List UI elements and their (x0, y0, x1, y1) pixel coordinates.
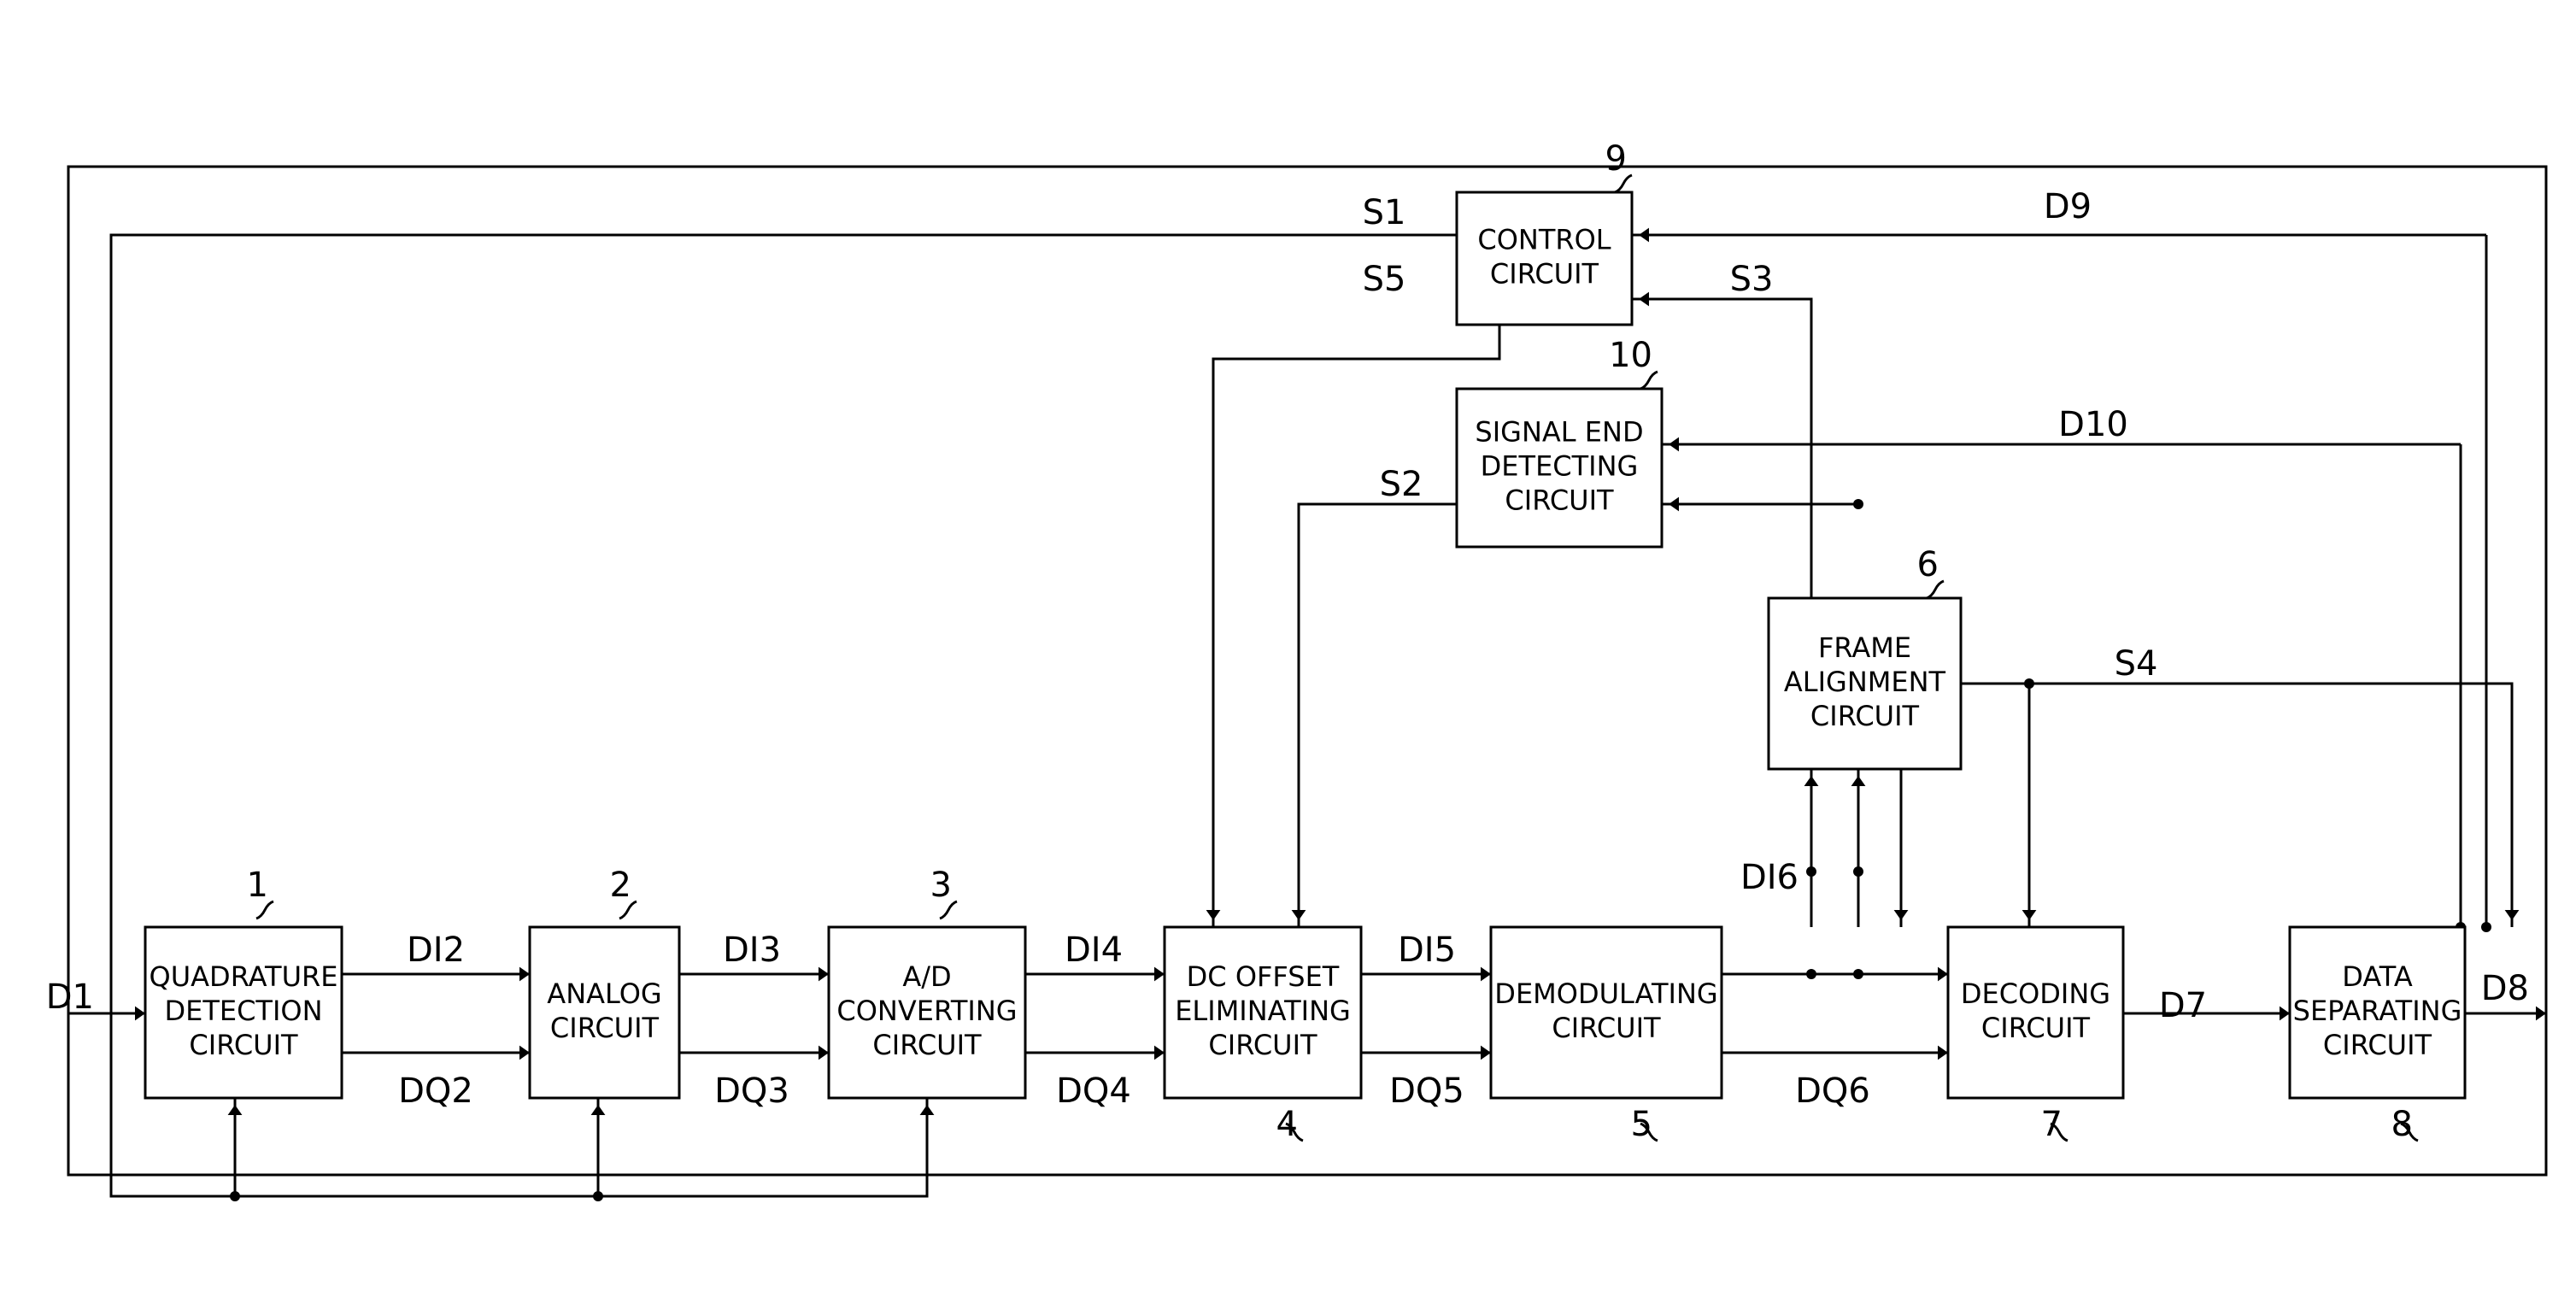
signal-label-D7: D7 (2159, 986, 2207, 1025)
signal-label-DQ2: DQ2 (398, 1071, 473, 1111)
svg-text:3: 3 (930, 866, 952, 905)
signal-label-S4: S4 (2115, 644, 2158, 684)
block-datasep-label-1: SEPARATING (2293, 995, 2462, 1027)
block-decoding-label-0: DECODING (1961, 977, 2110, 1010)
signal-label-D1: D1 (46, 977, 94, 1017)
block-frame-label-2: CIRCUIT (1810, 700, 1920, 732)
signal-label-DQ4: DQ4 (1056, 1071, 1131, 1111)
block-quadrature-label-0: QUADRATURE (150, 960, 338, 993)
signal-label-S2: S2 (1380, 465, 1423, 504)
block-sigend-label-1: DETECTING (1481, 450, 1639, 483)
signal-label-S5: S5 (1363, 260, 1406, 299)
block-datasep-label-0: DATA (2342, 960, 2413, 993)
block-frame-label-0: FRAME (1818, 631, 1911, 664)
block-quadrature-label-1: DETECTION (164, 995, 322, 1027)
svg-text:6: 6 (1917, 545, 1939, 584)
signal-label-DI5: DI5 (1398, 930, 1456, 970)
svg-text:7: 7 (2041, 1105, 2063, 1144)
signal-label-DQ5: DQ5 (1389, 1071, 1464, 1111)
block-frame-label-1: ALIGNMENT (1784, 666, 1946, 698)
block-adc-label-2: CIRCUIT (872, 1029, 982, 1061)
signal-label-D10: D10 (2058, 405, 2128, 444)
svg-text:4: 4 (1276, 1105, 1298, 1144)
block-datasep-label-2: CIRCUIT (2323, 1029, 2432, 1061)
signal-label-DI4: DI4 (1065, 930, 1123, 970)
block-adc-label-1: CONVERTING (836, 995, 1017, 1027)
block-demod-label-1: CIRCUIT (1552, 1012, 1661, 1044)
signal-label-DQ3: DQ3 (714, 1071, 789, 1111)
block-sigend-label-0: SIGNAL END (1475, 416, 1643, 449)
block-diagram: QUADRATUREDETECTIONCIRCUIT1ANALOGCIRCUIT… (0, 0, 2576, 1315)
signal-label-DI3: DI3 (723, 930, 781, 970)
signal-label-D9: D9 (2044, 187, 2092, 226)
signal-label-DQ6: DQ6 (1795, 1071, 1870, 1111)
signal-label-S3: S3 (1730, 260, 1774, 299)
signal-label-DI2: DI2 (407, 930, 465, 970)
signal-label-D8: D8 (2481, 969, 2529, 1008)
signal-label-DI6: DI6 (1740, 858, 1799, 897)
block-dcoff-label-2: CIRCUIT (1208, 1029, 1317, 1061)
svg-text:2: 2 (610, 866, 631, 905)
block-dcoff-label-0: DC OFFSET (1187, 960, 1340, 993)
block-decoding-label-1: CIRCUIT (1981, 1012, 2091, 1044)
block-adc-label-0: A/D (902, 960, 951, 993)
svg-text:9: 9 (1605, 139, 1627, 179)
block-analog-label-1: CIRCUIT (550, 1012, 660, 1044)
block-sigend-label-2: CIRCUIT (1505, 484, 1614, 517)
svg-text:1: 1 (247, 866, 268, 905)
svg-text:10: 10 (1609, 336, 1652, 375)
block-analog-label-0: ANALOG (547, 977, 661, 1010)
block-demod-label-0: DEMODULATING (1494, 977, 1717, 1010)
block-control-label-0: CONTROL (1477, 224, 1611, 256)
svg-text:5: 5 (1631, 1105, 1652, 1144)
block-dcoff-label-1: ELIMINATING (1175, 995, 1351, 1027)
svg-text:8: 8 (2391, 1105, 2413, 1144)
block-control-label-1: CIRCUIT (1490, 258, 1599, 291)
block-quadrature-label-2: CIRCUIT (189, 1029, 298, 1061)
signal-label-S1: S1 (1363, 193, 1406, 232)
